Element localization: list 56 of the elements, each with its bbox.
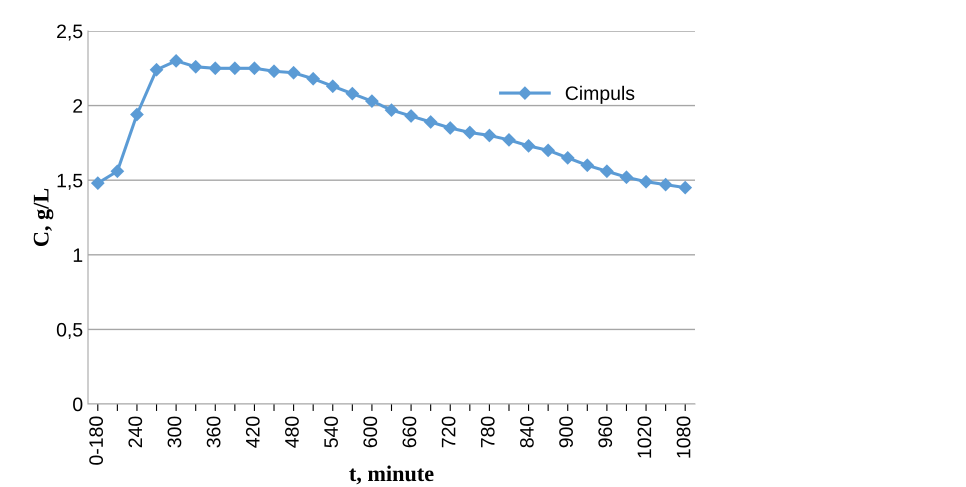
x-tick-label: 600 [363, 416, 378, 448]
point [267, 64, 281, 78]
y-tick-label: 0 [73, 397, 82, 412]
point [542, 144, 555, 157]
x-tick-label: 960 [598, 416, 612, 448]
y-tick-label: 1 [74, 248, 82, 262]
point [208, 62, 222, 75]
y-tick-label: 0,5 [56, 322, 82, 339]
x-tick-label: 540 [324, 416, 338, 448]
point [170, 54, 183, 68]
x-tick-label: 300 [168, 416, 182, 448]
x-tick-label: 660 [402, 416, 416, 448]
point [130, 108, 144, 122]
point [444, 121, 457, 135]
x-tick-label: 840 [520, 416, 534, 448]
y-axis-title: C, g/L [34, 188, 54, 246]
x-tick-label: 480 [285, 416, 299, 448]
legend-label: Cimpuls [566, 86, 634, 104]
point [561, 151, 574, 164]
point [248, 62, 262, 75]
point [639, 175, 653, 188]
x-tick-label: 360 [206, 416, 220, 448]
x-tick-label: 420 [246, 416, 260, 448]
point [502, 133, 516, 147]
point [189, 60, 202, 74]
x-tick-label: 240 [128, 416, 142, 448]
y-tick-label: 2 [73, 99, 82, 113]
point [346, 87, 359, 100]
point [620, 170, 634, 184]
x-tick-label: 780 [480, 416, 495, 448]
point [228, 62, 242, 75]
point [306, 72, 320, 86]
point [91, 176, 104, 190]
point [482, 128, 496, 142]
x-tick-label: 900 [559, 416, 573, 448]
point [678, 181, 692, 194]
point [463, 126, 476, 140]
point [522, 139, 536, 152]
point [424, 115, 438, 129]
point [110, 164, 124, 178]
point [404, 109, 418, 123]
x-tick-label: 1080 [676, 416, 690, 458]
y-tick-label: 2,5 [57, 24, 82, 41]
x-tick-label: 720 [442, 416, 456, 448]
point [365, 94, 379, 108]
point [659, 178, 672, 192]
point [150, 63, 164, 76]
x-axis-title: t, minute [349, 466, 434, 484]
point [600, 164, 614, 178]
x-tick-label: 1020 [638, 416, 652, 458]
x-tick-label: 0-180 [89, 416, 104, 465]
point [287, 66, 300, 80]
point [580, 158, 594, 172]
point [384, 103, 398, 117]
y-tick-label: 1,5 [58, 174, 82, 190]
point [326, 80, 340, 93]
